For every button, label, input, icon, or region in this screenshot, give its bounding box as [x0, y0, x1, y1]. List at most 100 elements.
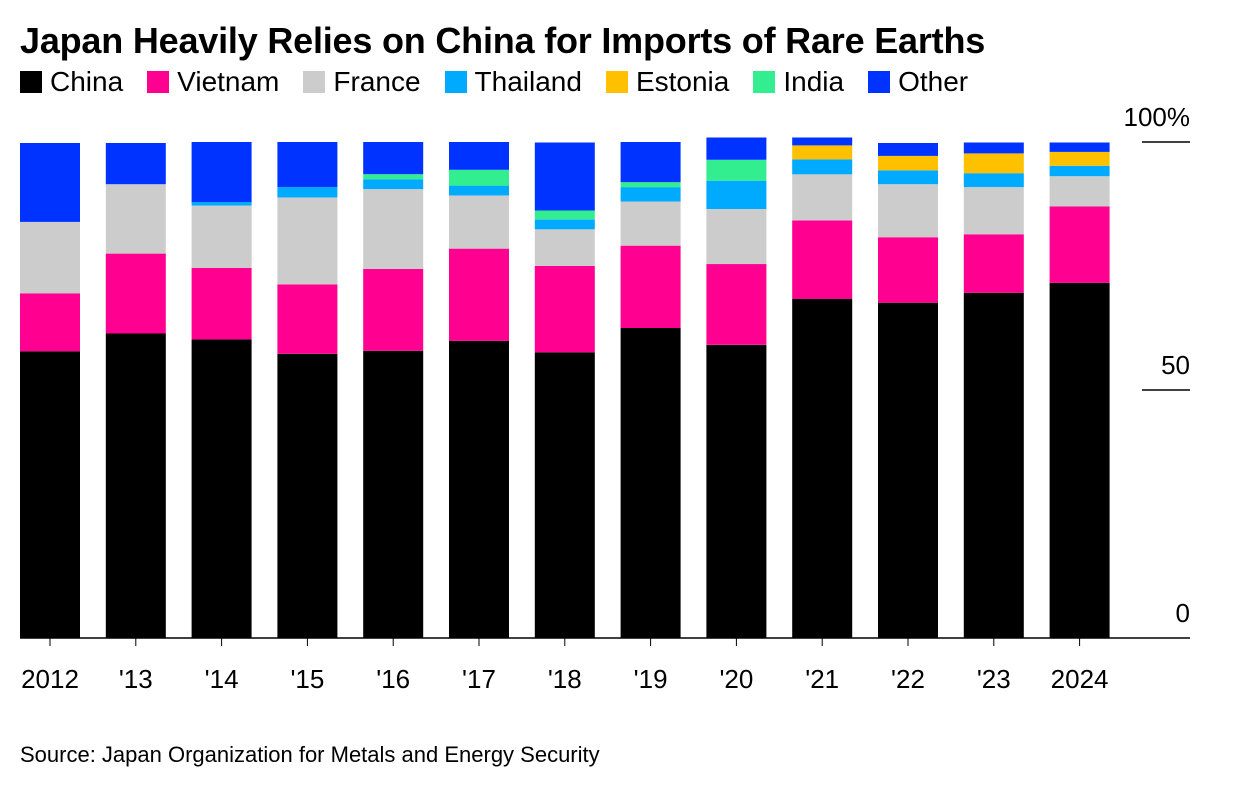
bar-segment-estonia-22	[878, 155, 938, 171]
bar-segment-france-18	[534, 229, 595, 266]
bar-segment-other-16	[363, 142, 424, 175]
bar-segment-france-20	[706, 209, 767, 265]
bar-segment-france-21	[792, 174, 853, 221]
bar-segment-france-14	[191, 205, 252, 268]
legend-swatch-other	[868, 71, 891, 93]
legend-item-france: France	[303, 66, 421, 98]
legend-item-china: China	[20, 66, 123, 98]
bar-segment-china-20	[706, 344, 767, 638]
bar-segment-other-23	[963, 142, 1024, 154]
x-tick-label: '22	[891, 664, 925, 694]
bar-segment-thailand-18	[534, 219, 595, 230]
x-tick-label: '20	[719, 664, 753, 694]
bar-segment-china-2024	[1049, 282, 1110, 638]
bar-segment-china-19	[620, 328, 681, 638]
bar-segment-thailand-14	[191, 202, 252, 206]
chart-title: Japan Heavily Relies on China for Import…	[20, 20, 986, 61]
bar-segment-other-19	[620, 142, 681, 183]
bar-segment-estonia-2024	[1049, 151, 1110, 166]
legend-item-estonia: Estonia	[605, 66, 730, 98]
bar-segment-thailand-20	[706, 180, 767, 209]
bar-segment-china-22	[878, 302, 938, 638]
bar-segment-india-17	[449, 169, 509, 186]
x-tick-label: 2024	[1051, 664, 1109, 694]
bar-segment-vietnam-17	[449, 248, 509, 341]
bar-segment-china-15	[277, 353, 338, 638]
legend-swatch-china	[20, 71, 42, 93]
y-tick-label: 100%	[1124, 102, 1191, 132]
bar-segment-vietnam-15	[277, 284, 338, 354]
bar-segment-india-16	[363, 174, 424, 180]
bar-segment-china-23	[963, 292, 1024, 638]
legend: China Vietnam France Thailand Estonia India Ot…	[20, 66, 992, 98]
x-tick-label: '18	[548, 664, 582, 694]
x-tick-label: '19	[634, 664, 668, 694]
legend-label: Vietnam	[177, 66, 280, 97]
bar-segment-india-20	[706, 159, 767, 181]
legend-item-india: India	[753, 66, 844, 98]
y-tick-label: 50	[1161, 350, 1190, 380]
bar-segment-vietnam-2012	[20, 293, 80, 352]
bar-segment-thailand-23	[963, 173, 1024, 188]
bar-segment-other-2012	[20, 143, 80, 222]
legend-label: China	[50, 66, 124, 97]
bar-segment-india-19	[620, 182, 681, 188]
legend-label: France	[333, 66, 421, 97]
bar-segment-china-18	[534, 352, 595, 638]
bar-segment-china-21	[792, 298, 853, 638]
legend-label: Estonia	[635, 66, 730, 97]
bar-segment-china-17	[449, 340, 509, 638]
bar-segment-other-22	[878, 143, 938, 156]
bar-segment-china-14	[191, 339, 252, 638]
bar-segment-vietnam-22	[878, 237, 938, 303]
bar-segment-france-15	[277, 197, 338, 285]
bar-segment-other-15	[277, 142, 338, 188]
x-tick-label: '15	[290, 664, 324, 694]
bar-segment-other-21	[792, 137, 853, 146]
legend-swatch-vietnam	[147, 71, 170, 93]
bar-segment-vietnam-23	[963, 234, 1024, 293]
legend-item-vietnam: Vietnam	[147, 66, 279, 98]
bar-segment-other-20	[706, 137, 767, 160]
legend-label: Thailand	[474, 66, 582, 97]
bar-segment-france-22	[878, 184, 938, 238]
bar-segment-thailand-22	[878, 170, 938, 185]
x-tick-label: '21	[805, 664, 839, 694]
bar-segment-vietnam-2024	[1049, 206, 1110, 283]
bar-segment-thailand-19	[620, 187, 681, 202]
legend-swatch-france	[303, 71, 326, 93]
legend-item-thailand: Thailand	[444, 66, 582, 98]
bar-segment-vietnam-14	[191, 268, 252, 340]
bar-segment-other-13	[105, 143, 166, 185]
bar-segment-estonia-21	[792, 145, 853, 160]
bar-segment-china-16	[363, 350, 424, 638]
bar-segment-thailand-21	[792, 159, 853, 175]
bar-segment-vietnam-19	[620, 245, 681, 328]
x-tick-label: '13	[119, 664, 153, 694]
bar-segment-china-13	[105, 333, 166, 638]
bar-segment-thailand-2024	[1049, 165, 1110, 177]
bar-segment-vietnam-20	[706, 264, 767, 345]
legend-swatch-india	[753, 71, 776, 93]
bar-segment-france-23	[963, 187, 1024, 235]
legend-label: India	[783, 66, 845, 97]
stacked-bar-chart: 2012 '13 '14 '15 '16 '17 '18 '19 '20 '21 '22 '23 202…	[20, 102, 1191, 694]
bar-segment-france-17	[449, 195, 509, 249]
legend-swatch-thailand	[444, 71, 467, 93]
legend-item-other: Other	[868, 66, 968, 98]
bar-segment-vietnam-16	[363, 269, 424, 351]
bar-segment-other-14	[191, 142, 252, 202]
bar-segment-vietnam-13	[105, 253, 166, 334]
bar-segment-other-17	[449, 142, 509, 170]
bar-segment-vietnam-21	[792, 220, 853, 299]
bar-segment-china-2012	[20, 351, 80, 638]
bar-segment-other-2024	[1049, 142, 1110, 152]
x-tick-label: '17	[462, 664, 496, 694]
legend-swatch-estonia	[605, 71, 628, 93]
x-tick-label: '16	[376, 664, 410, 694]
bar-segment-estonia-23	[963, 153, 1024, 174]
bar-segment-france-13	[105, 184, 166, 254]
y-tick-label: 0	[1176, 598, 1190, 628]
x-tick-label: '23	[977, 664, 1011, 694]
bar-segment-india-18	[534, 210, 595, 220]
